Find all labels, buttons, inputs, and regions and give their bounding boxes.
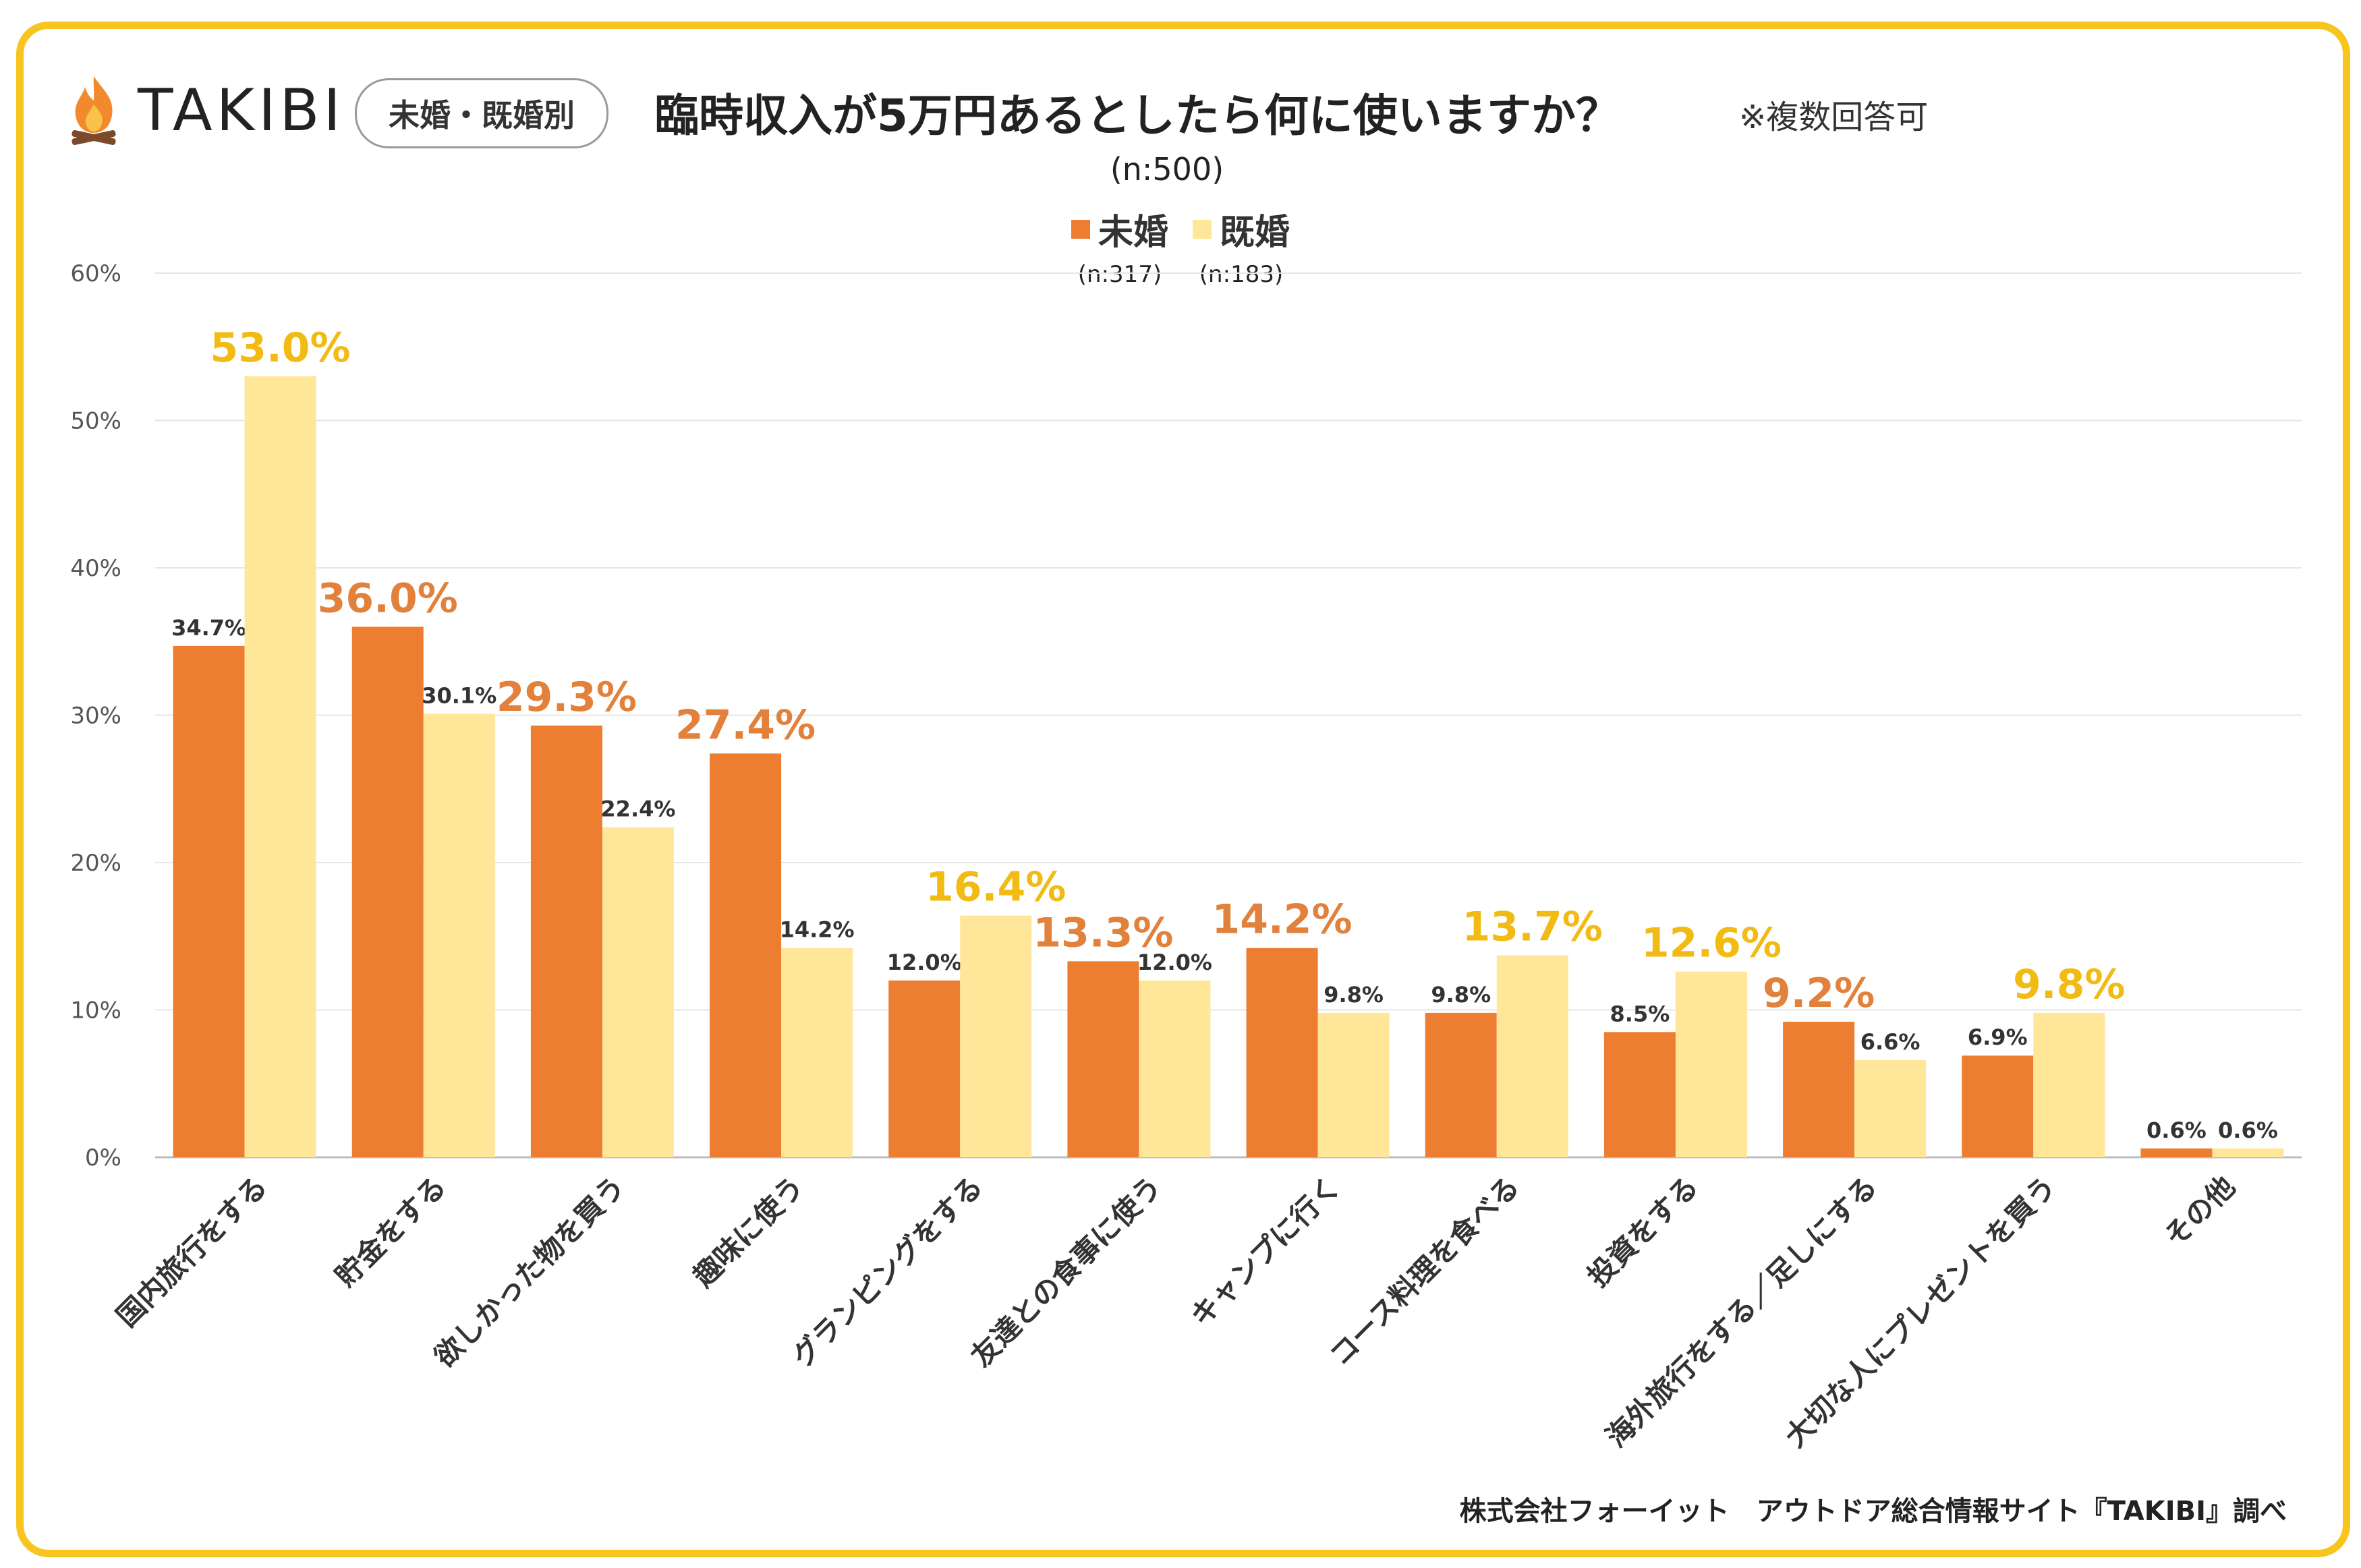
category-label: キャンプに行く bbox=[1184, 1169, 1347, 1333]
bar-single bbox=[710, 753, 782, 1157]
legend-label-single: 未婚 bbox=[1098, 212, 1169, 253]
legend-swatch-single bbox=[1071, 219, 1090, 239]
bar-single bbox=[2140, 1148, 2213, 1157]
bar-married bbox=[781, 948, 853, 1157]
data-label: 9.2% bbox=[1763, 970, 1875, 1017]
y-tick-label: 30% bbox=[70, 703, 121, 730]
bar-married bbox=[423, 714, 495, 1157]
bar-single bbox=[173, 645, 245, 1157]
data-label: 36.0% bbox=[318, 575, 458, 622]
chart-title: 臨時収入が5万円あるとしたら何に使いますか？ bbox=[654, 90, 1620, 142]
data-label: 13.7% bbox=[1462, 904, 1603, 951]
legend-item-married: 既婚 (n:183) bbox=[1193, 204, 1290, 288]
category-label: 欲しかった物を買う bbox=[427, 1169, 631, 1374]
data-label: 8.5% bbox=[1610, 1001, 1670, 1026]
data-label: 0.6% bbox=[2218, 1117, 2278, 1143]
data-label: 12.0% bbox=[1137, 950, 1212, 975]
bar-single bbox=[888, 980, 961, 1157]
brand-logo: TAKIBI bbox=[65, 70, 345, 151]
y-tick-label: 50% bbox=[70, 408, 121, 435]
data-label: 14.2% bbox=[780, 917, 855, 943]
category-label: コース料理を食べる bbox=[1323, 1169, 1525, 1372]
bar-single bbox=[1425, 1012, 1497, 1157]
category-label: グランピングをする bbox=[785, 1169, 989, 1373]
bar-single bbox=[351, 627, 424, 1157]
data-label: 53.0% bbox=[210, 324, 351, 372]
category-label: 友達との食事に使う bbox=[965, 1169, 1168, 1373]
data-label: 13.3% bbox=[1033, 909, 1173, 956]
data-label: 12.6% bbox=[1641, 920, 1782, 967]
data-label: 6.9% bbox=[1968, 1024, 2028, 1050]
data-label: 9.8% bbox=[1324, 982, 1384, 1008]
y-tick-label: 10% bbox=[70, 997, 121, 1024]
data-label: 27.4% bbox=[675, 701, 816, 749]
bar-married bbox=[960, 915, 1032, 1157]
segment-tag: 未婚・既婚別 bbox=[355, 78, 608, 148]
category-label: その他 bbox=[2158, 1169, 2242, 1253]
data-label: 9.8% bbox=[1431, 982, 1491, 1008]
bar-single bbox=[530, 725, 602, 1157]
bar-single bbox=[1962, 1055, 2034, 1157]
bar-married bbox=[602, 827, 674, 1157]
legend-swatch-married bbox=[1193, 219, 1212, 239]
bar-married bbox=[2033, 1012, 2105, 1157]
category-label: 貯金をする bbox=[329, 1169, 453, 1293]
bar-married bbox=[1139, 980, 1211, 1157]
data-label: 0.6% bbox=[2146, 1117, 2207, 1143]
campfire-icon bbox=[72, 76, 116, 146]
data-label: 22.4% bbox=[600, 796, 675, 822]
data-label: 9.8% bbox=[2013, 961, 2125, 1008]
legend-n-single: (n:317) bbox=[1077, 261, 1162, 288]
multiple-answer-note: ※複数回答可 bbox=[1739, 98, 1929, 136]
chart-legend: 未婚 (n:317) 既婚 (n:183) bbox=[1071, 204, 1314, 288]
y-tick-label: 20% bbox=[70, 850, 121, 877]
bar-single bbox=[1246, 948, 1318, 1157]
data-label: 14.2% bbox=[1212, 896, 1353, 943]
category-label: 投資をする bbox=[1581, 1169, 1705, 1293]
category-label: 国内旅行をする bbox=[110, 1169, 274, 1333]
data-label: 12.0% bbox=[887, 950, 962, 975]
bar-married bbox=[244, 376, 316, 1158]
bar-married bbox=[2212, 1148, 2284, 1157]
bar-single bbox=[1783, 1021, 1855, 1157]
bar-married bbox=[1675, 971, 1747, 1157]
bar-single bbox=[1603, 1032, 1676, 1157]
y-tick-label: 0% bbox=[85, 1144, 121, 1171]
data-label: 6.6% bbox=[1860, 1029, 1921, 1055]
bar-married bbox=[1317, 1012, 1390, 1157]
data-label: 16.4% bbox=[926, 864, 1066, 911]
category-label: 趣味に使う bbox=[687, 1169, 810, 1293]
data-label: 34.7% bbox=[171, 615, 246, 641]
bar-single bbox=[1067, 961, 1139, 1157]
legend-item-single: 未婚 (n:317) bbox=[1071, 204, 1168, 288]
y-tick-label: 40% bbox=[70, 555, 121, 582]
brand-name: TAKIBI bbox=[138, 77, 345, 144]
source-credit: 株式会社フォーイット アウトドア総合情報サイト『TAKIBI』調べ bbox=[1459, 1496, 2287, 1527]
data-label: 30.1% bbox=[422, 683, 496, 708]
data-label: 29.3% bbox=[496, 674, 637, 721]
bar-married bbox=[1496, 955, 1568, 1157]
sample-size: (n:500) bbox=[1110, 151, 1224, 187]
legend-n-married: (n:183) bbox=[1199, 261, 1284, 288]
bar-married bbox=[1854, 1059, 1927, 1157]
y-tick-label: 60% bbox=[70, 260, 121, 287]
legend-label-married: 既婚 bbox=[1220, 212, 1290, 253]
